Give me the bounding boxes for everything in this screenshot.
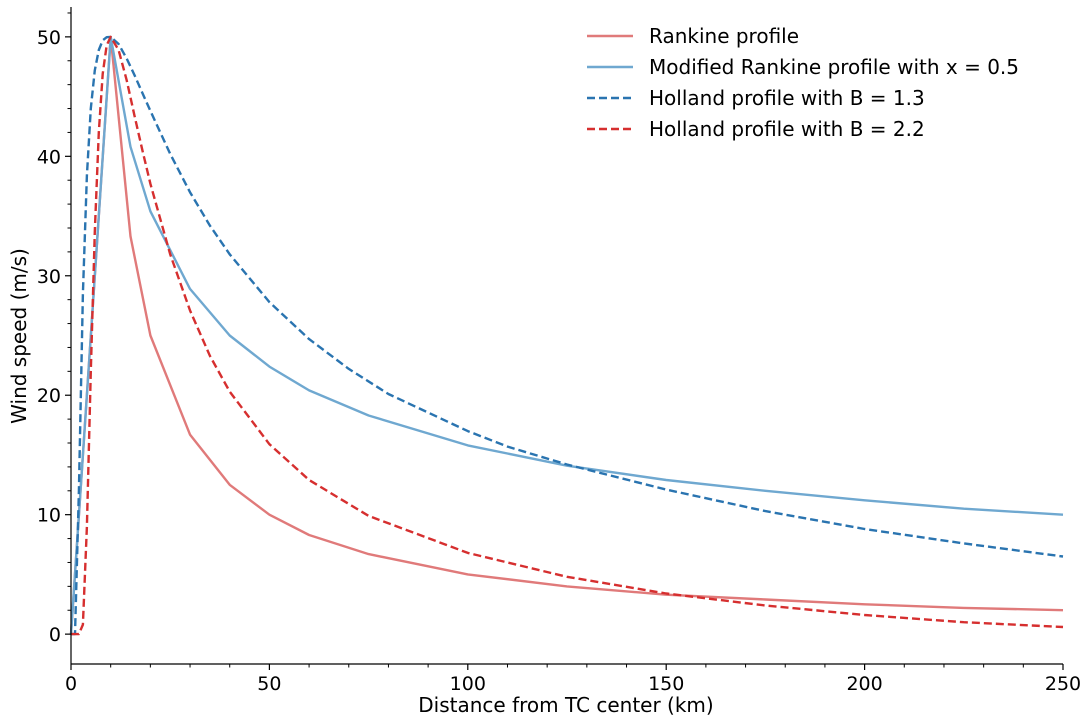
x-tick-label: 250 <box>1045 673 1081 695</box>
series-line-3 <box>71 35 1064 636</box>
series-lines <box>69 35 1064 636</box>
x-axis-label: Distance from TC center (km) <box>418 693 713 717</box>
legend-label-1: Rankine profile <box>649 24 799 48</box>
x-tick-label: 50 <box>257 673 281 695</box>
y-tick-label: 40 <box>37 146 61 168</box>
x-tick-label: 150 <box>648 673 684 695</box>
legend-label-4: Holland profile with B = 2.2 <box>649 117 925 141</box>
series-line-2 <box>69 35 1064 635</box>
y-tick-label: 10 <box>37 505 61 527</box>
y-tick-label: 0 <box>49 624 61 646</box>
y-tick-label: 30 <box>37 266 61 288</box>
axes <box>70 7 1063 665</box>
y-tick-label: 20 <box>37 385 61 407</box>
series-line-1 <box>69 35 1064 635</box>
y-tick-label: 50 <box>37 27 61 49</box>
ticks: 0 50 100 150 200 250 0 10 20 30 40 50 <box>37 12 1081 695</box>
legend: Rankine profile Modified Rankine profile … <box>587 24 1019 141</box>
y-axis-label: Wind speed (m/s) <box>7 248 31 424</box>
series-line-4 <box>71 35 1064 636</box>
legend-label-3: Holland profile with B = 1.3 <box>649 86 925 110</box>
legend-label-2: Modified Rankine profile with x = 0.5 <box>649 55 1019 79</box>
x-tick-label: 100 <box>450 673 486 695</box>
x-tick-label: 0 <box>65 673 77 695</box>
x-tick-label: 200 <box>846 673 882 695</box>
